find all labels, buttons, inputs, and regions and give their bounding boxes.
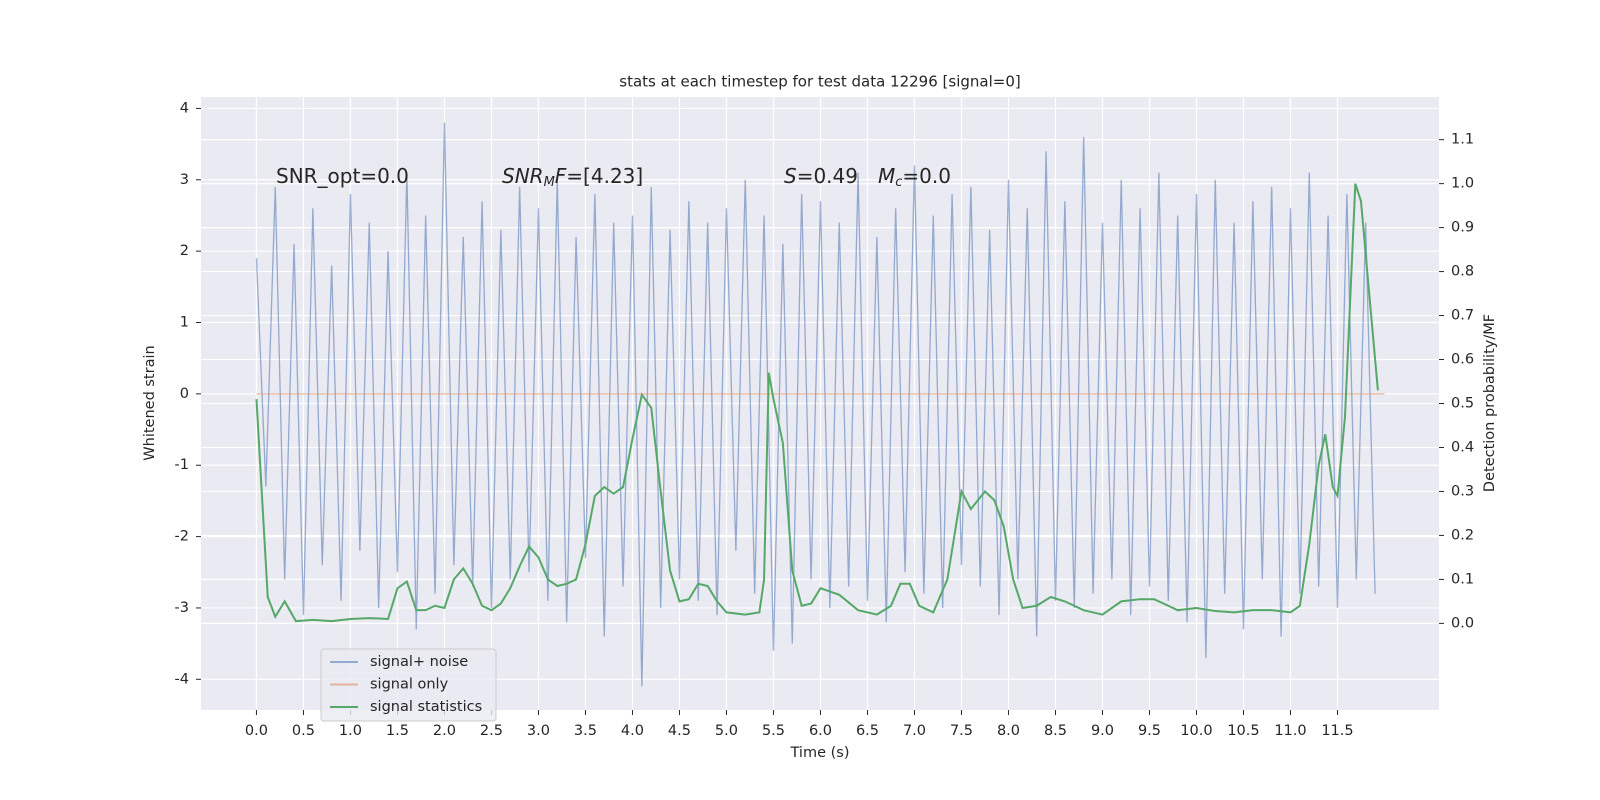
x-tick-label: 9.5 [1138,723,1161,739]
annotation-part: SNR [502,164,544,188]
y-tick-label: -2 [175,529,189,545]
annotation-part: F [555,164,567,188]
x-tick-label: 10.5 [1227,723,1259,739]
annotation-part: c [895,175,902,190]
y-tick-label: -4 [175,671,189,687]
annotation-part: M [878,164,895,188]
x-tick-label: 1.0 [339,723,362,739]
x-tick-label: 0.5 [292,723,315,739]
x-tick-label: 8.5 [1044,723,1067,739]
x-tick-label: 1.5 [386,723,409,739]
x-tick-label: 3.5 [574,723,597,739]
annotation: Mc=0.0 [878,164,951,190]
series-line [255,183,1379,623]
legend-label: signal only [370,677,449,693]
legend-label: signal+ noise [370,654,468,670]
x-tick-label: 6.5 [856,723,879,739]
legend-label: signal statistics [370,699,482,715]
y-tick-label: -3 [175,600,189,616]
y2-tick-label: 0.8 [1451,264,1474,280]
y2-tick-label: 0.3 [1451,483,1474,499]
annotation: S=0.49 [784,164,858,188]
y-tick-label: 4 [180,100,189,116]
y-tick-label: 0 [180,386,189,402]
annotation-part: =0.0 [902,164,951,188]
x-tick-label: 6.0 [809,723,832,739]
x-tick-label: 2.0 [433,723,456,739]
y2-tick-label: 0.0 [1451,615,1474,631]
x-tick-label: 7.0 [903,723,926,739]
x-tick-label: 11.5 [1321,723,1353,739]
annotation: SNR_opt=0.0 [276,164,409,188]
x-tick-label: 0.0 [245,723,268,739]
x-tick-label: 8.0 [997,723,1020,739]
y-axis-label: Whitened strain [142,345,158,460]
annotation-part: M [544,175,555,190]
y-tick-label: 1 [180,315,189,331]
annotation-part: =[4.23] [566,164,643,188]
chart-title: stats at each timestep for test data 122… [619,73,1020,91]
annotation-part: =0.49 [797,164,858,188]
x-tick-label: 10.0 [1180,723,1212,739]
y2-tick-label: 0.6 [1451,352,1474,368]
y2-tick-label: 1.1 [1451,132,1474,148]
x-tick-label: 7.5 [950,723,973,739]
y-tick-label: -1 [175,457,189,473]
x-axis-label: Time (s) [790,745,850,761]
y2-tick-label: 0.4 [1451,439,1474,455]
y2-tick-label: 0.1 [1451,571,1474,587]
x-tick-label: 5.0 [715,723,738,739]
x-tick-label: 4.0 [621,723,644,739]
x-tick-label: 11.0 [1274,723,1306,739]
y2-axis-label: Detection probability/MF [1482,314,1498,492]
y2-tick-label: 0.9 [1451,220,1474,236]
legend-box [320,648,497,722]
series-line [255,122,1376,687]
annotation-part: S [784,164,797,188]
y-tick-label: 2 [180,243,189,259]
annotation: SNRMF=[4.23] [502,164,643,190]
x-tick-label: 9.0 [1091,723,1114,739]
x-tick-label: 3.0 [527,723,550,739]
y2-tick-label: 1.0 [1451,176,1474,192]
y2-tick-label: 0.5 [1451,396,1474,412]
y-tick-label: 3 [180,172,189,188]
y2-tick-label: 0.2 [1451,527,1474,543]
y2-tick-label: 0.7 [1451,308,1474,324]
annotation-part: SNR_opt=0.0 [276,164,409,188]
x-tick-label: 4.5 [668,723,691,739]
x-tick-label: 5.5 [762,723,785,739]
x-tick-label: 2.5 [480,723,503,739]
